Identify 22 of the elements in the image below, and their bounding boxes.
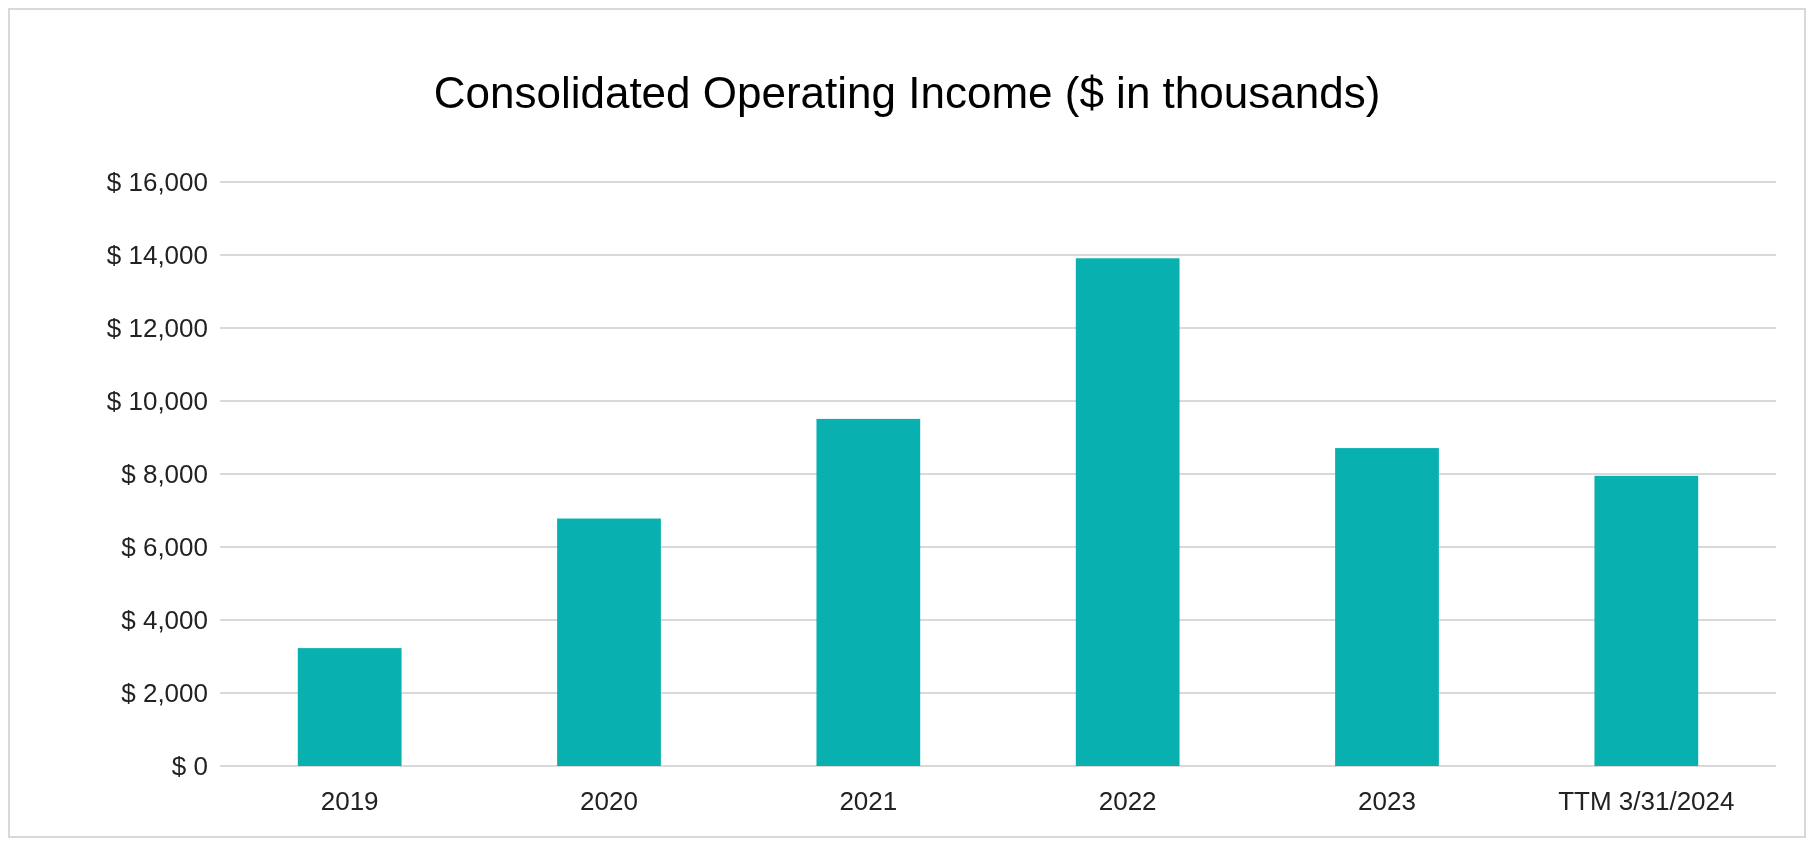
x-tick-label: 2023 (1358, 786, 1416, 816)
y-tick-label: $ 14,000 (106, 240, 208, 271)
y-tick-label: $ 4,000 (121, 605, 208, 636)
y-tick-label: $ 8,000 (121, 459, 208, 490)
x-tick-label: 2021 (839, 786, 898, 816)
chart-title: Consolidated Operating Income ($ in thousands) (433, 68, 1381, 117)
x-tick-label: 2019 (320, 786, 379, 816)
x-tick-label: TTM 3/31/2024 (1558, 786, 1735, 816)
bar (557, 518, 661, 766)
y-tick-label: $ 12,000 (106, 313, 208, 344)
y-tick-label: $ 2,000 (121, 678, 208, 709)
y-tick-label: $ 16,000 (106, 167, 208, 198)
bar (1594, 475, 1699, 766)
y-tick-label: $ 10,000 (106, 386, 208, 417)
bar (816, 418, 921, 766)
bar (297, 648, 402, 766)
x-tick-label: 2022 (1098, 786, 1157, 816)
bar (1335, 448, 1439, 766)
x-tick-label: 2020 (580, 786, 638, 816)
y-tick-label: $ 0 (171, 751, 208, 782)
y-tick-label: $ 6,000 (121, 532, 208, 563)
bar (1075, 258, 1180, 766)
